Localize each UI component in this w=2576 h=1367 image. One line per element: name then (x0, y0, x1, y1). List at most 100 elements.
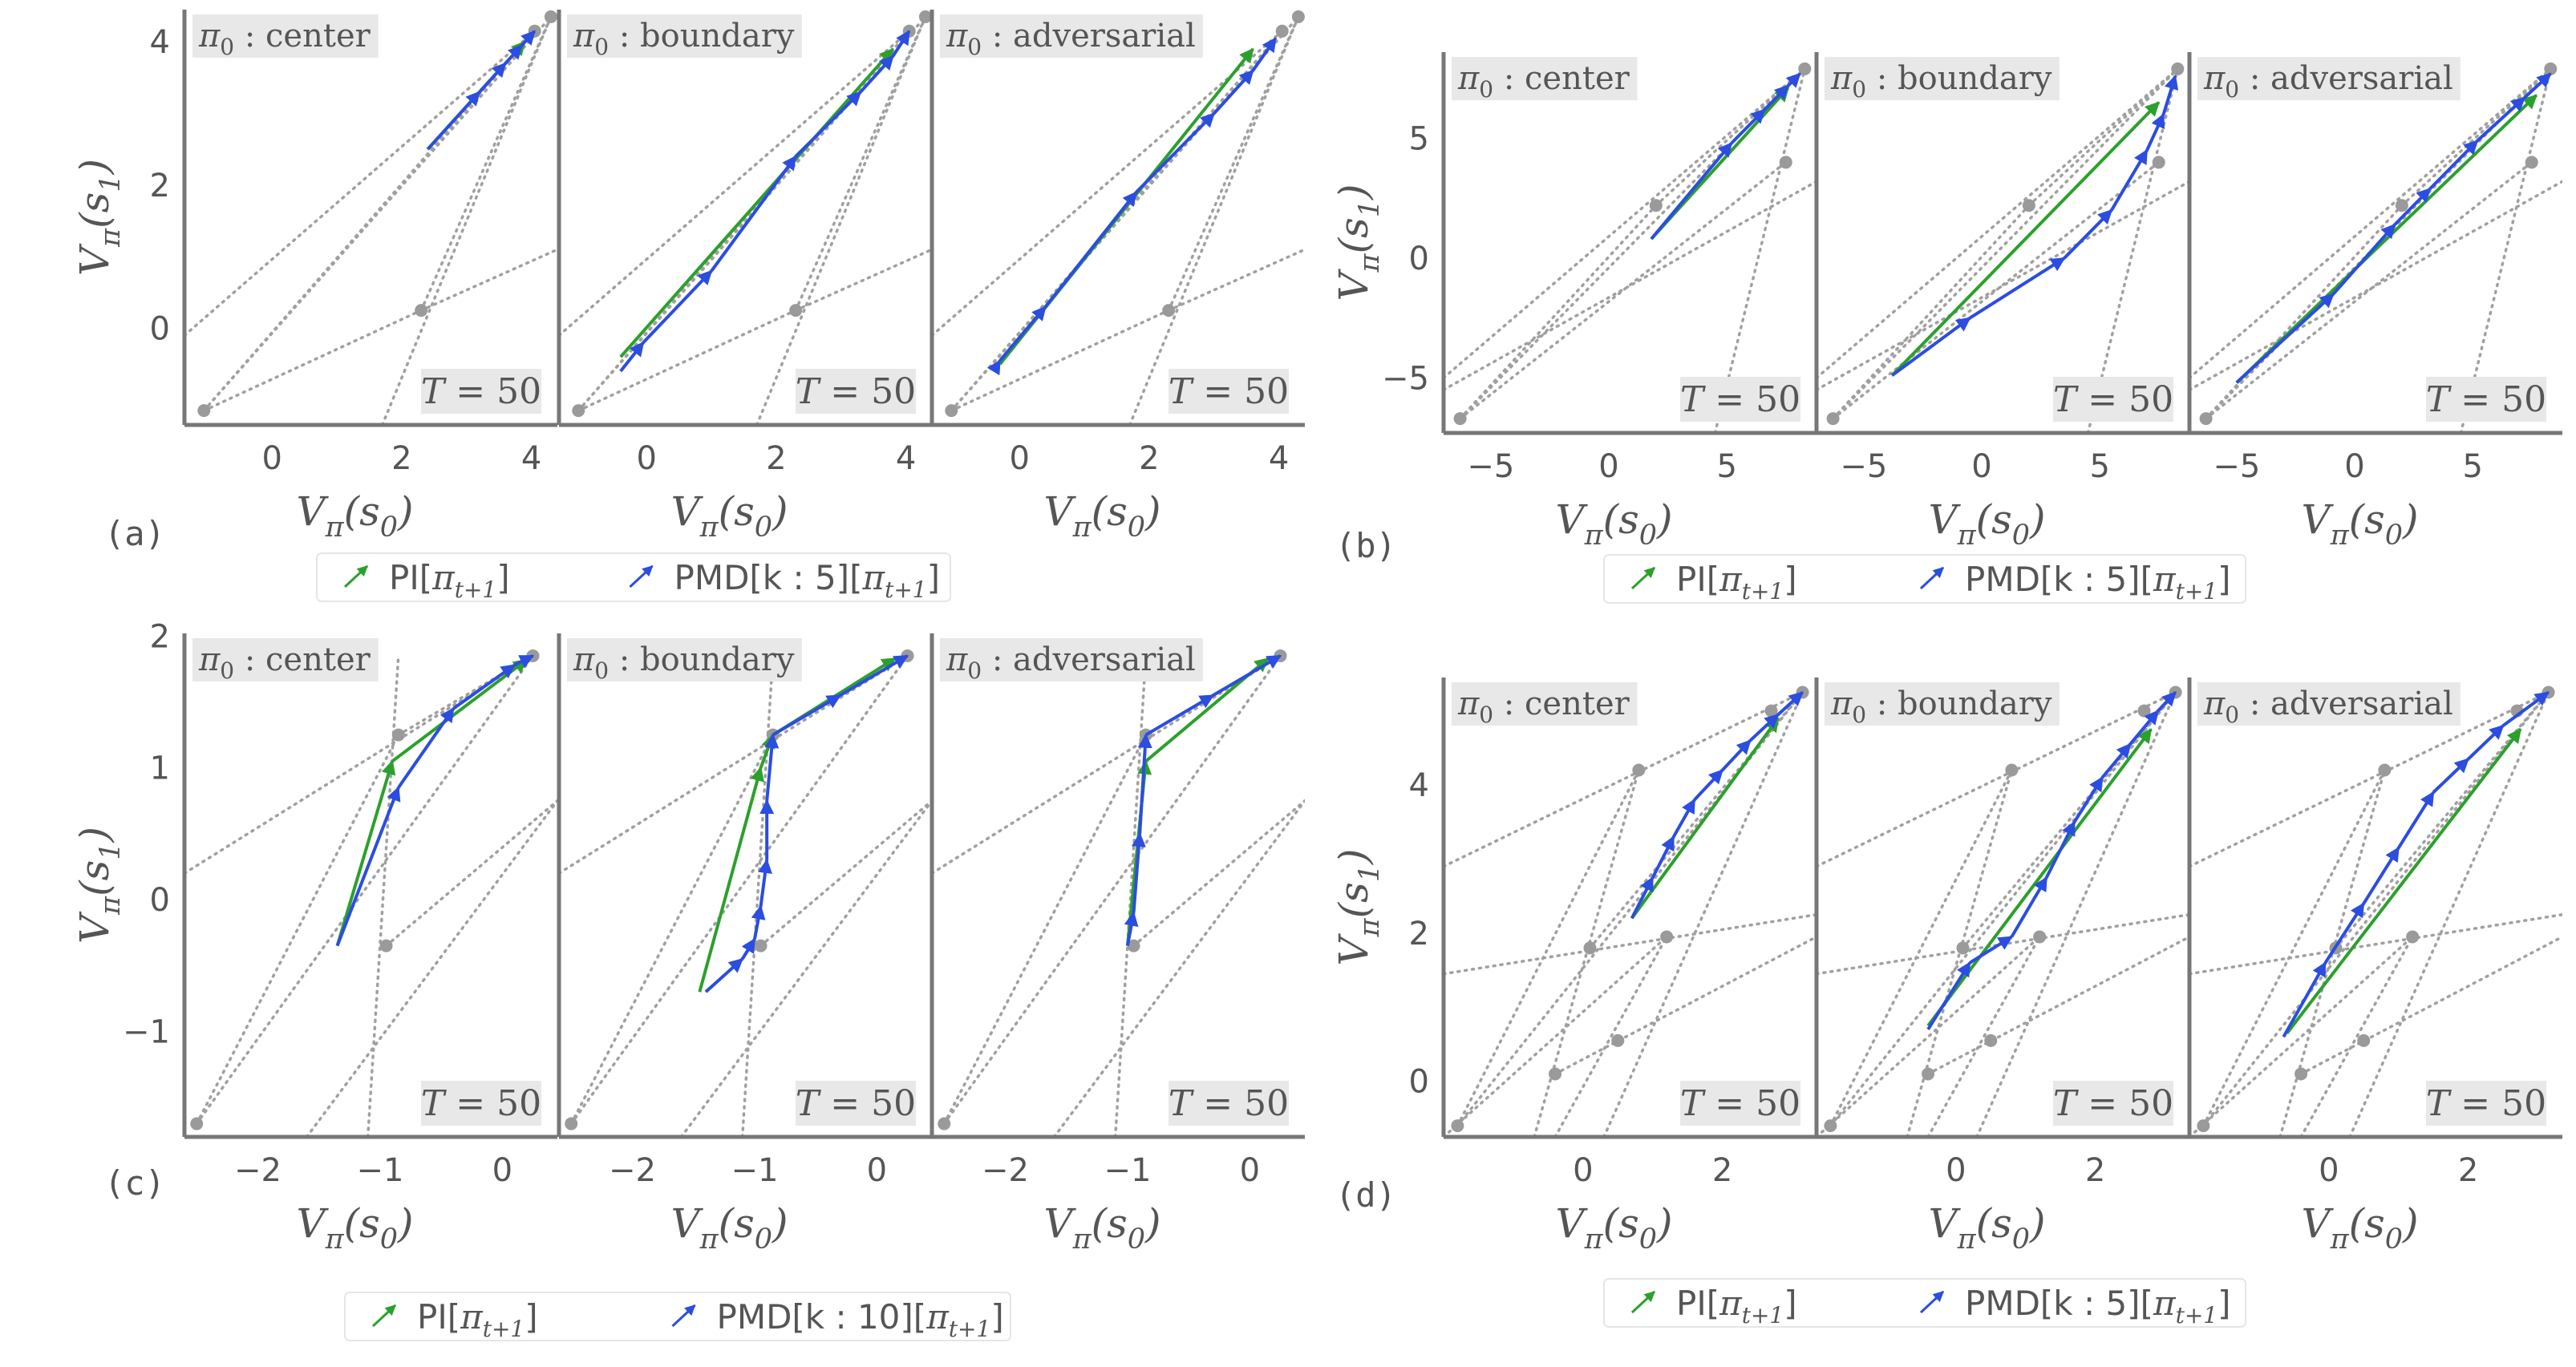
polytope-vertex (789, 304, 803, 317)
polytope-vertex (2357, 1033, 2371, 1047)
panel-title-bg (1452, 57, 1638, 100)
figure-root: (a) 0 2 4 0 2 4 Vπ(s1) Vπ(s0) π0 : center T = 50 0 2… (71, 10, 2562, 1342)
subfigure-c: (c) −2 −1 0 −1 0 1 2 Vπ(s1) Vπ(s0) π0 : center T = … (71, 618, 1305, 1342)
polytope-line (1817, 180, 2189, 391)
panel-title-box: π0 : boundary (1825, 57, 2060, 103)
panel-title-text: π0 : boundary (1830, 60, 2052, 103)
polytope-line (759, 799, 932, 948)
polytope-lines (932, 649, 1305, 1137)
pmd-step-arrow (2523, 72, 2552, 99)
x-tick-label: 5 (1716, 448, 1736, 485)
panel-title-box: π0 : center (1452, 682, 1638, 728)
pmd-step-arrow (2282, 961, 2327, 1038)
polytope-line (419, 248, 557, 312)
legend-frame (344, 1292, 1011, 1341)
pi-step-arrow (335, 759, 396, 947)
y-tick-label: 0 (150, 882, 170, 919)
polytope-vertex (2295, 1067, 2308, 1081)
y-tick-label: 0 (150, 310, 170, 347)
pmd-step-arrow (772, 694, 842, 737)
panel-title-bg (940, 638, 1203, 681)
polytope-line (2189, 690, 2550, 868)
polytope-vertex (2544, 62, 2558, 75)
x-axis-label: Vπ(s0) (1555, 1200, 1672, 1256)
y-tick-label: 0 (1409, 1064, 1429, 1101)
polytope-line (366, 654, 400, 1137)
pmd-trajectory (1124, 654, 1282, 946)
pmd-trajectory (619, 30, 911, 373)
pmd-step-arrow (794, 91, 862, 158)
panel-title: π0 : adversarial (2203, 60, 2453, 103)
pmd-step-arrow (2362, 847, 2400, 904)
iterations-label: T = 50 (421, 371, 541, 412)
iterations-label: T = 50 (2426, 379, 2546, 420)
polytope-line (2459, 67, 2553, 433)
pmd-step-arrow (986, 359, 1002, 376)
polytope-line (569, 733, 775, 1126)
panel-b-2: −5 0 5 Vπ(s0) π0 : boundary T = 50 (1814, 52, 2189, 552)
polytope-vertex (2033, 930, 2047, 944)
polytope-line (1113, 654, 1148, 1137)
legend-pi-label: PI[πt+1] (417, 1297, 538, 1342)
polytope-vertex (1451, 1119, 1464, 1133)
legend-pi-icon (343, 564, 369, 588)
polytope-vertex (2137, 704, 2151, 718)
pmd-step-arrow (1651, 835, 1675, 879)
panel-title-text: π0 : center (198, 18, 371, 60)
polytope-line (1458, 67, 1807, 420)
iterations-label: T = 50 (2053, 379, 2173, 420)
iterations-box: T = 50 (421, 369, 541, 414)
x-axis-label: Vπ(s0) (296, 488, 413, 544)
polytope-line (942, 654, 1282, 1126)
pmd-step-arrow (2110, 148, 2149, 212)
x-tick-label: 5 (2089, 448, 2109, 485)
x-tick-label: −5 (1840, 448, 1887, 485)
x-axis-label: Vπ(s0) (296, 1200, 413, 1256)
pmd-step-arrow (2235, 293, 2335, 384)
polytope-line (2299, 935, 2414, 1137)
polytope-vertex (1956, 941, 1970, 955)
polytope-line (1926, 935, 2041, 1137)
y-tick-label: 2 (150, 168, 170, 204)
pmd-step-arrow (2128, 710, 2160, 746)
polytope-vertex (2022, 199, 2035, 212)
polytope-vertex (1583, 941, 1597, 955)
panel-title: π0 : center (198, 18, 371, 60)
pmd-trajectory (335, 654, 535, 947)
pmd-step-arrow (2476, 96, 2526, 143)
panel-title-text: π0 : boundary (573, 18, 795, 60)
pmd-step-arrow (859, 55, 894, 94)
x-tick-label: 4 (1269, 440, 1289, 477)
y-axis-label: Vπ(s1) (1331, 184, 1386, 301)
polytope-vertex (938, 1117, 951, 1130)
panel-title-box: π0 : boundary (567, 14, 802, 60)
polytope-vertex (379, 939, 393, 952)
panel-title-box: π0 : center (192, 14, 379, 60)
x-tick-label: 0 (1598, 448, 1618, 485)
pmd-step-arrow (504, 44, 524, 65)
pmd-step-arrow (2010, 876, 2048, 938)
panel-title-bg (940, 14, 1203, 58)
x-tick-label: 2 (2458, 1152, 2478, 1189)
legend-b: PI[πt+1] PMD[k : 5][πt+1] (1603, 554, 2246, 605)
panel-title-text: π0 : center (198, 641, 371, 684)
polytope-line (1553, 935, 1668, 1137)
pmd-step-arrow (2157, 691, 2177, 712)
iterations-bg (796, 369, 916, 414)
iterations-bg (421, 369, 541, 414)
y-tick-label: 1 (150, 750, 170, 787)
x-tick-label: 0 (1573, 1152, 1593, 1189)
polytope-line (1052, 799, 1305, 1137)
pmd-step-arrow (2063, 208, 2113, 260)
panel-title: π0 : center (198, 641, 371, 684)
polytope-line (2086, 67, 2180, 433)
iterations-label: T = 50 (2426, 1083, 2546, 1124)
iterations-box: T = 50 (1169, 1081, 1289, 1126)
pi-step-arrow (391, 658, 529, 763)
iterations-label: T = 50 (796, 1083, 916, 1124)
pi-step-arrow (1926, 728, 2153, 1027)
panel-a-1: 0 2 4 0 2 4 Vπ(s1) Vπ(s0) π0 : center T = 50 (71, 10, 557, 544)
polytope-line (932, 654, 1282, 875)
polytope-line (1167, 15, 1300, 312)
